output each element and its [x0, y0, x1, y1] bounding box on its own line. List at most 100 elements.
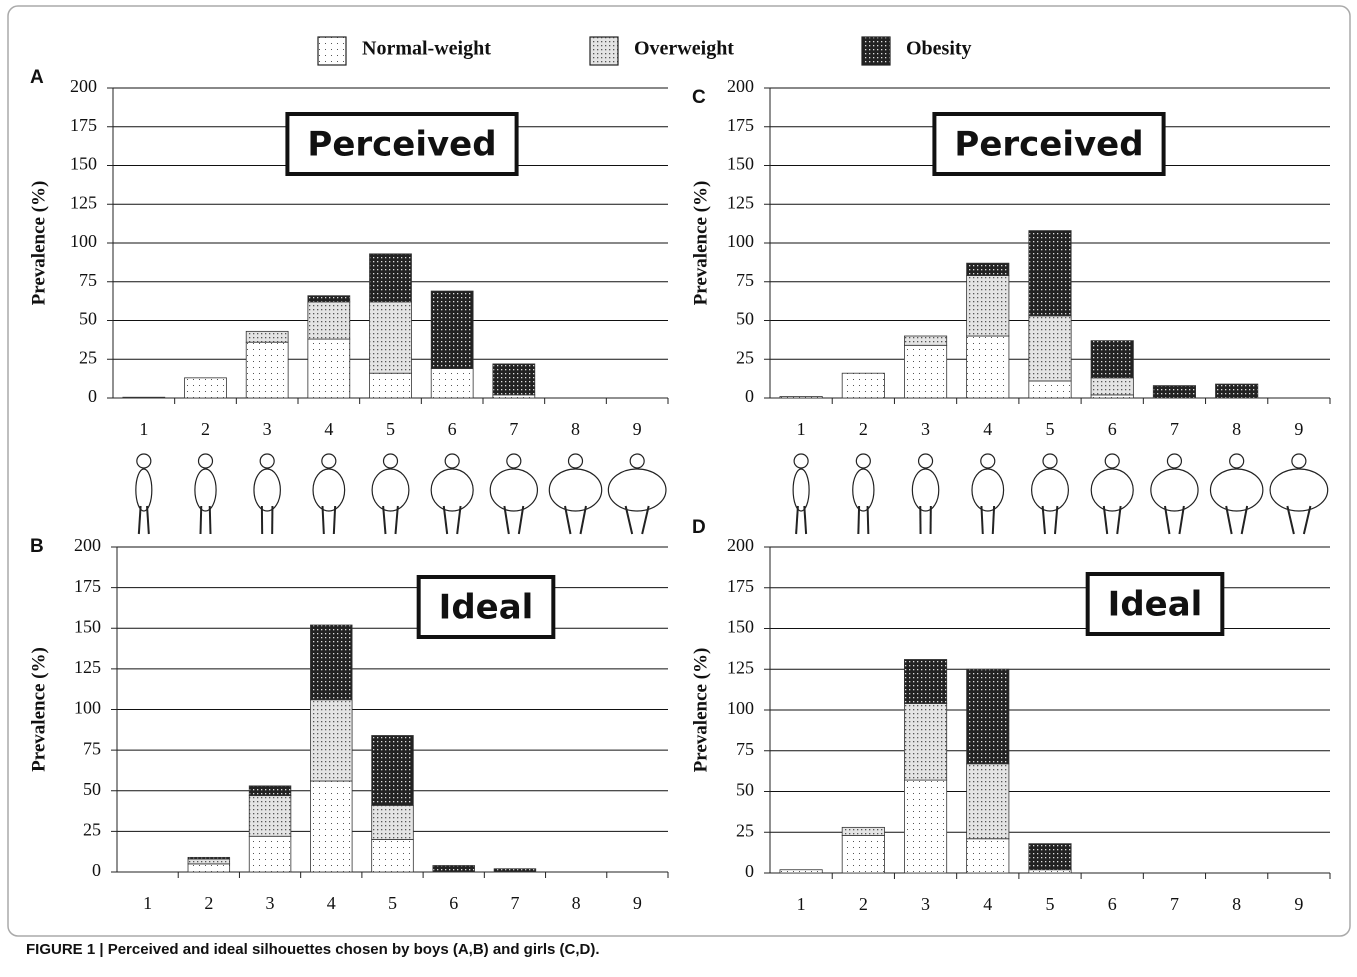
x-tick-label: 8 — [1232, 419, 1241, 439]
x-tick-label: 2 — [204, 893, 213, 913]
x-tick-label: 2 — [859, 419, 868, 439]
bar-segment — [188, 859, 230, 864]
x-tick-label: 1 — [797, 419, 806, 439]
bar-segment — [372, 805, 414, 839]
x-tick-label: 1 — [139, 419, 148, 439]
figure: FIGURE 1 | Perceived and ideal silhouett… — [0, 0, 1357, 972]
y-tick-label: 150 — [74, 616, 101, 636]
y-tick-label: 200 — [727, 76, 754, 96]
legend-label: Overweight — [634, 38, 734, 60]
y-axis-title: Prevalence (%) — [690, 181, 711, 306]
bar-segment — [308, 296, 350, 302]
y-tick-label: 0 — [745, 861, 754, 881]
x-tick-label: 4 — [983, 894, 992, 914]
y-tick-label: 150 — [727, 154, 754, 174]
bar-segment — [308, 339, 350, 398]
x-tick-label: 2 — [859, 894, 868, 914]
bar-segment — [842, 827, 884, 835]
bar-segment — [123, 397, 165, 398]
x-tick-label: 1 — [143, 893, 152, 913]
silhouette — [1151, 454, 1198, 534]
silhouette — [549, 454, 601, 534]
bar-segment — [904, 703, 946, 780]
y-tick-label: 75 — [79, 270, 97, 290]
bar-segment — [308, 302, 350, 339]
y-tick-label: 100 — [70, 231, 97, 251]
annotation: Ideal — [439, 588, 534, 628]
bar-segment — [249, 786, 291, 796]
panel-label: A — [30, 67, 44, 88]
bar-segment — [310, 781, 352, 872]
bar-segment — [493, 364, 535, 395]
x-tick-label: 7 — [510, 893, 519, 913]
y-tick-label: 50 — [79, 309, 97, 329]
bar-segment — [967, 263, 1009, 275]
legend-swatch — [318, 37, 346, 65]
y-tick-label: 75 — [736, 270, 754, 290]
panel-label: B — [30, 536, 44, 557]
bar-segment — [431, 369, 473, 398]
x-tick-label: 4 — [327, 893, 336, 913]
bar-segment — [967, 764, 1009, 839]
bar-segment — [246, 331, 288, 342]
x-tick-label: 3 — [921, 894, 930, 914]
bar-segment — [842, 836, 884, 873]
bar-segment — [967, 336, 1009, 398]
silhouette — [313, 454, 345, 534]
bar-segment — [310, 625, 352, 700]
y-tick-label: 175 — [727, 576, 754, 596]
bar-segment — [310, 700, 352, 781]
silhouette — [912, 454, 938, 534]
x-tick-label: 3 — [263, 419, 272, 439]
bar-segment — [842, 373, 884, 398]
silhouette — [972, 454, 1004, 534]
bar-segment — [904, 336, 946, 345]
bar-segment — [1029, 381, 1071, 398]
y-tick-label: 75 — [736, 739, 754, 759]
bar-segment — [493, 395, 535, 398]
y-axis-title: Prevalence (%) — [690, 648, 711, 773]
x-tick-label: 3 — [921, 419, 930, 439]
y-tick-label: 150 — [727, 617, 754, 637]
bar-segment — [1091, 395, 1133, 398]
bar-segment — [904, 780, 946, 873]
bar-segment — [1029, 231, 1071, 316]
y-tick-label: 100 — [727, 698, 754, 718]
silhouette — [431, 454, 473, 534]
bar-segment — [246, 342, 288, 398]
x-tick-label: 6 — [1108, 419, 1117, 439]
x-tick-label: 9 — [1294, 894, 1303, 914]
x-tick-label: 4 — [324, 419, 333, 439]
bar-segment — [780, 396, 822, 398]
x-tick-label: 9 — [633, 419, 642, 439]
x-tick-label: 4 — [983, 419, 992, 439]
x-tick-label: 6 — [449, 893, 458, 913]
bar-segment — [249, 836, 291, 872]
x-tick-label: 9 — [1294, 419, 1303, 439]
annotation: Ideal — [1108, 585, 1203, 625]
x-tick-label: 9 — [633, 893, 642, 913]
bar-segment — [1091, 378, 1133, 395]
bar-segment — [1029, 316, 1071, 381]
bar-segment — [372, 736, 414, 806]
bar-segment — [185, 378, 227, 398]
y-tick-label: 0 — [92, 860, 101, 880]
legend-label: Obesity — [906, 38, 972, 60]
silhouette — [793, 454, 809, 534]
y-tick-label: 125 — [727, 192, 754, 212]
silhouette — [254, 454, 280, 534]
x-tick-label: 8 — [571, 419, 580, 439]
y-tick-label: 125 — [70, 192, 97, 212]
legend-swatch — [862, 37, 890, 65]
y-tick-label: 175 — [74, 576, 101, 596]
legend-swatch — [590, 37, 618, 65]
y-tick-label: 200 — [74, 535, 101, 555]
silhouette — [372, 454, 409, 534]
y-tick-label: 125 — [74, 657, 101, 677]
y-tick-label: 175 — [727, 115, 754, 135]
caption: FIGURE 1 | Perceived and ideal silhouett… — [26, 941, 600, 958]
bar-segment — [780, 870, 822, 873]
panel-label: C — [692, 87, 706, 108]
x-tick-label: 3 — [266, 893, 275, 913]
bar-segment — [370, 373, 412, 398]
